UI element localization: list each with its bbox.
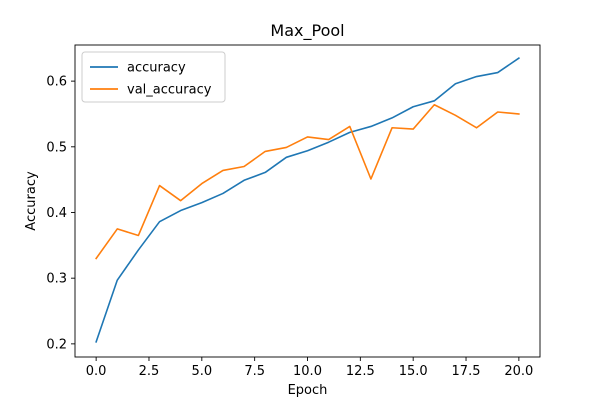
chart-title: Max_Pool [270, 21, 344, 41]
legend-label-accuracy: accuracy [127, 61, 186, 76]
legend-label-val-accuracy: val_accuracy [127, 83, 212, 98]
series-line-val-accuracy [95, 103, 520, 260]
x-tick-label: 17.5 [452, 364, 481, 379]
axes-layer: 0.0 2.5 5.0 7.5 10.0 12.5 15.0 17.5 20.0 0.2 0.3 0.… [46, 44, 541, 379]
x-axis-label: Epoch [288, 383, 328, 398]
x-tick-label: 15.0 [399, 364, 428, 379]
y-tick-label: 0.5 [46, 140, 67, 155]
y-tick-label: 0.3 [46, 272, 67, 287]
y-tick-label: 0.6 [46, 75, 67, 90]
x-tick-label: 20.0 [504, 364, 533, 379]
series-line-accuracy [95, 57, 520, 343]
plot-layer [95, 57, 520, 343]
x-tick-label: 12.5 [346, 364, 375, 379]
x-tick-label: 2.5 [139, 364, 160, 379]
y-axis-label: Accuracy [24, 171, 39, 231]
y-tick-label: 0.4 [46, 206, 67, 221]
x-tick-label: 10.0 [293, 364, 322, 379]
legend: accuracy val_accuracy [81, 51, 226, 103]
x-tick-label: 7.5 [244, 364, 265, 379]
x-tick-label: 0.0 [86, 364, 107, 379]
y-tick-label: 0.2 [46, 337, 67, 352]
x-tick-label: 5.0 [191, 364, 212, 379]
